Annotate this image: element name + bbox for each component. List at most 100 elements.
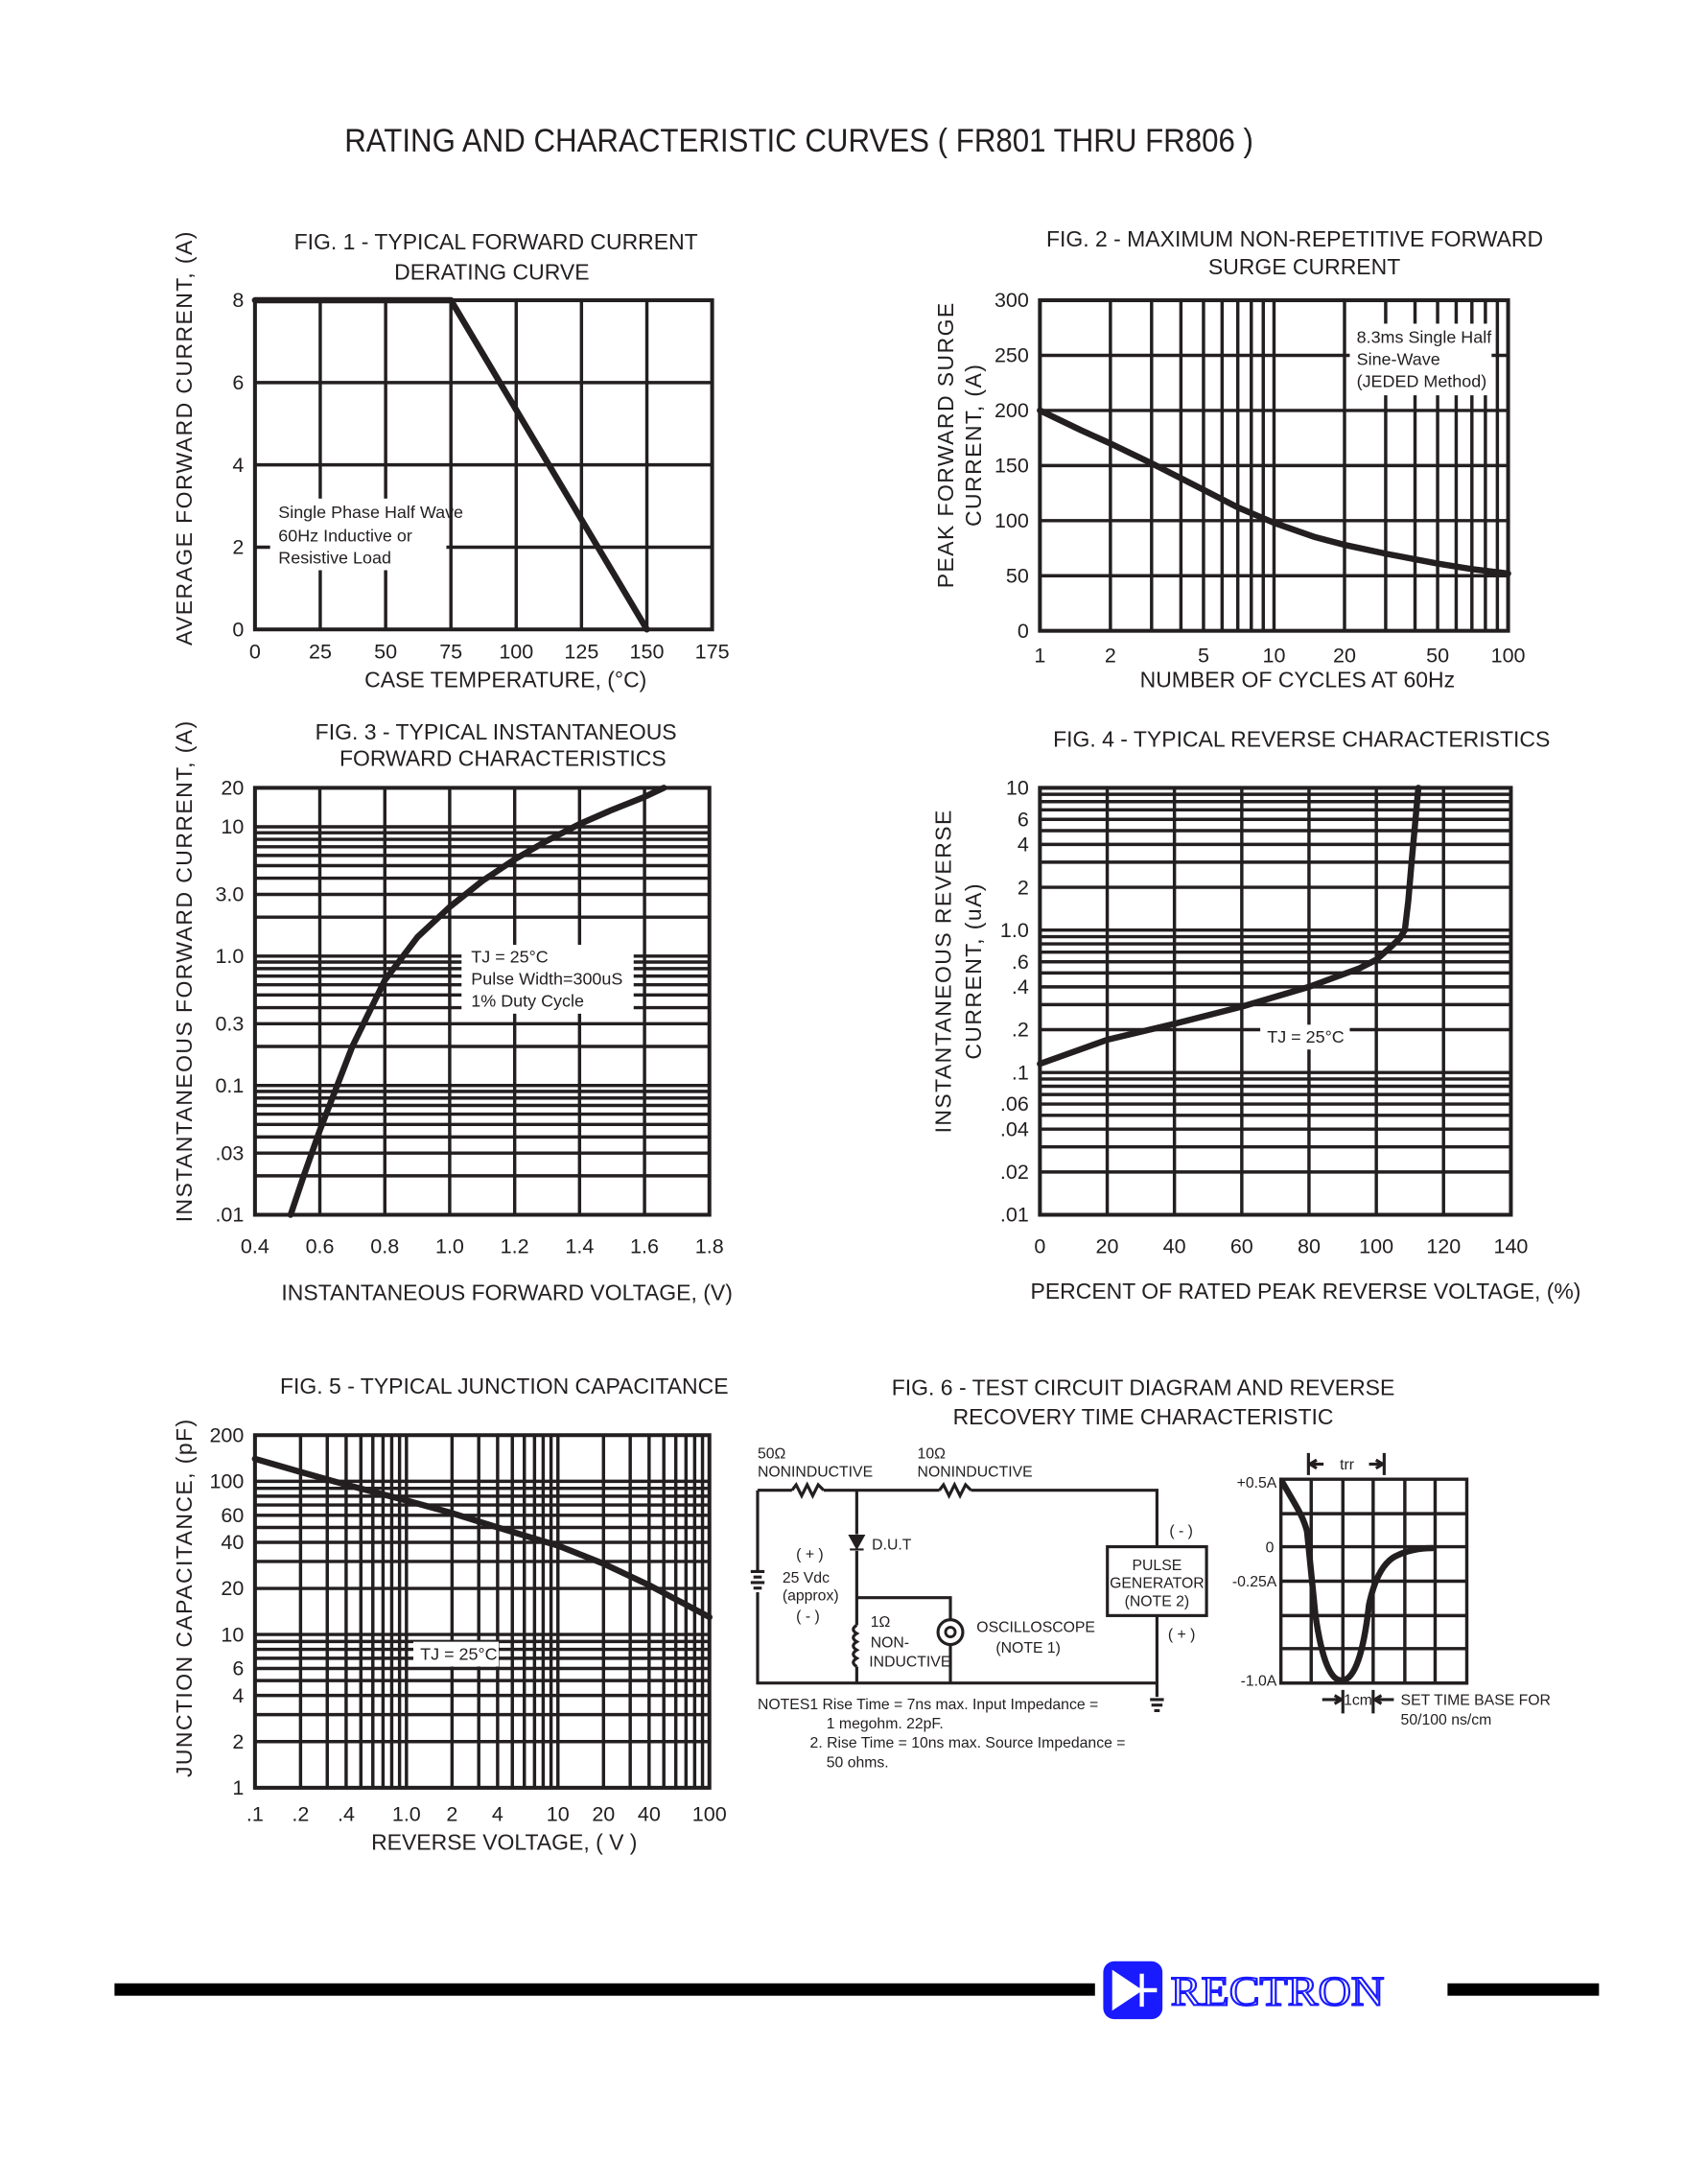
rectron-logo: RECTRON (1103, 1961, 1385, 2020)
fig4-title: FIG. 4 - TYPICAL REVERSE CHARACTERISTICS (1053, 726, 1550, 751)
diode-icon (848, 1535, 866, 1551)
pulse-generator-label-1: PULSE (1133, 1558, 1182, 1574)
footer-bar-left (114, 1983, 1095, 1996)
fig5-x-tick-label: 1.0 (392, 1802, 421, 1825)
wave-label-plus05: +0.5A (1237, 1475, 1277, 1492)
fig4-y-tick-label: .01 (1000, 1204, 1029, 1227)
pulse-generator-label-3: (NOTE 2) (1125, 1593, 1190, 1609)
cm-marker-icon (1322, 1689, 1394, 1714)
pulse-generator-plus: ( + ) (1168, 1627, 1196, 1643)
ground-icon (1150, 1698, 1164, 1713)
fig1-x-tick-label: 50 (374, 640, 397, 663)
fig2-y-axis-label: CURRENT, (A) (961, 364, 986, 527)
fig4-x-tick-label: 40 (1163, 1235, 1186, 1258)
fig5-x-tick-label: 2 (446, 1802, 457, 1825)
fig3-y-axis-label: INSTANTANEOUS FORWARD CURRENT, (A) (172, 719, 197, 1222)
charts: Single Phase Half Wave 60Hz Inductive or R… (172, 226, 1580, 1854)
fig4-y-tick-label: .4 (1012, 975, 1029, 998)
r10-value: 10Ω (918, 1446, 947, 1463)
fig1-title: DERATING CURVE (394, 259, 589, 284)
fig5-annotation-bg (412, 1641, 500, 1667)
fig1-y-tick-label: 4 (232, 454, 244, 477)
fig5-y-axis-label: JUNCTION CAPACITANCE, (pF) (172, 1418, 197, 1777)
wave-label-minus1: -1.0A (1241, 1674, 1277, 1690)
fig2-y-tick-label: 0 (1018, 620, 1029, 643)
fig5-x-axis-label: REVERSE VOLTAGE, ( V ) (371, 1829, 637, 1854)
battery-plus: ( + ) (796, 1546, 824, 1562)
fig5-x-tick-label: 4 (492, 1802, 503, 1825)
fig1-y-tick-label: 0 (232, 618, 244, 641)
fig2-y-tick-label: 250 (994, 344, 1029, 367)
fig1-chart: Single Phase Half Wave 60Hz Inductive or R… (172, 229, 729, 693)
fig4-x-tick-label: 140 (1493, 1235, 1528, 1258)
fig3-y-tick-label: 10 (221, 815, 244, 838)
fig1-annotation-line: Resistive Load (278, 548, 391, 567)
r1-type-2: INDUCTIVE (869, 1654, 950, 1670)
fig5-y-tick-label: 4 (232, 1684, 244, 1707)
fig3-plot-frame (252, 786, 712, 1217)
note-2b: 50 ohms. (827, 1754, 889, 1771)
timebase-label-2: 50/100 ns/cm (1401, 1712, 1492, 1728)
fig2-x-tick-label: 50 (1426, 645, 1449, 668)
fig6-title-line2: RECOVERY TIME CHARACTERISTIC (953, 1404, 1334, 1429)
fig1-annotation-line: Single Phase Half Wave (278, 503, 463, 522)
fig1-x-tick-label: 175 (695, 640, 730, 663)
fig3-annotation-line: 1% Duty Cycle (471, 992, 584, 1011)
fig1-x-tick-label: 25 (309, 640, 332, 663)
resistor-50-icon (790, 1481, 826, 1499)
r1-value: 1Ω (871, 1614, 891, 1631)
fig1-y-tick-label: 2 (232, 536, 244, 559)
fig2-title: FIG. 2 - MAXIMUM NON-REPETITIVE FORWARD (1046, 226, 1543, 251)
fig2-annotation-bg (1349, 323, 1492, 396)
pulse-generator-box (1106, 1544, 1208, 1617)
r1-type-1: NON- (871, 1634, 909, 1651)
fig2-annotation-line: (JEDED Method) (1357, 372, 1487, 391)
fig1-plot-frame (252, 298, 714, 632)
pulse-generator-minus: ( - ) (1169, 1523, 1193, 1539)
fig4-y-tick-label: 4 (1018, 834, 1029, 857)
fig1-y-axis-label: AVERAGE FORWARD CURRENT, (A) (172, 230, 197, 646)
fig5-chart: TJ = 25°C .1 .2 .4 1.0 2 4 10 20 40 100 200 100 60 40 2… (172, 1374, 728, 1854)
wave-label-0: 0 (1266, 1539, 1275, 1556)
fig2-x-tick-label: 5 (1198, 645, 1209, 668)
cm-label: 1cm (1344, 1693, 1372, 1709)
circuit-wires (756, 1489, 1158, 1698)
fig4-x-axis-label: PERCENT OF RATED PEAK REVERSE VOLTAGE, (… (1031, 1279, 1581, 1304)
oscilloscope-inner-icon (944, 1626, 957, 1639)
fig3-y-tick-label: 1.0 (215, 945, 244, 968)
fig5-plot-frame (252, 1433, 712, 1790)
fig4-y-tick-label: .02 (1000, 1161, 1029, 1184)
fig4-y-tick-label: .2 (1012, 1019, 1029, 1042)
dut-label: D.U.T (872, 1537, 912, 1553)
fig5-x-tick-label: 10 (547, 1802, 570, 1825)
trr-label: trr (1340, 1457, 1354, 1473)
fig3-y-tick-label: .03 (215, 1141, 244, 1164)
fig1-x-tick-label: 150 (630, 640, 665, 663)
fig4-x-tick-label: 80 (1298, 1235, 1321, 1258)
fig2-y-axis-label: PEAK FORWARD SURGE (933, 301, 958, 588)
fig3-x-tick-label: 0.6 (306, 1235, 335, 1258)
fig5-y-tick-label: 6 (232, 1657, 244, 1680)
fig3-y-tick-label: 20 (221, 777, 244, 800)
fig2-y-tick-label: 200 (994, 399, 1029, 422)
fig5-x-tick-label: .2 (292, 1802, 309, 1825)
oscilloscope-note: (NOTE 1) (995, 1640, 1061, 1656)
fig4-y-tick-label: 10 (1006, 777, 1029, 800)
fig2-title: SURGE CURRENT (1208, 254, 1400, 279)
fig2-x-tick-label: 2 (1105, 645, 1116, 668)
oscilloscope-label: OSCILLOSCOPE (976, 1620, 1095, 1636)
fig2-y-tick-label: 100 (994, 509, 1029, 532)
fig1-x-tick-label: 0 (249, 640, 261, 663)
fig3-annotation-line: Pulse Width=300uS (471, 970, 622, 989)
fig4-x-tick-label: 100 (1359, 1235, 1393, 1258)
fig4-y-tick-label: 2 (1018, 876, 1029, 899)
fig5-x-tick-label: 40 (638, 1802, 661, 1825)
fig3-annotation-line: TJ = 25°C (471, 948, 548, 967)
fig3-title: FIG. 3 - TYPICAL INSTANTANEOUS (316, 719, 677, 744)
fig4-y-tick-label: 1.0 (1000, 919, 1029, 942)
fig3-annotation-bg (461, 945, 634, 1014)
r10-type: NONINDUCTIVE (918, 1464, 1033, 1480)
fig5-y-tick-label: 40 (221, 1531, 244, 1554)
fig2-plot-frame (1038, 298, 1510, 633)
